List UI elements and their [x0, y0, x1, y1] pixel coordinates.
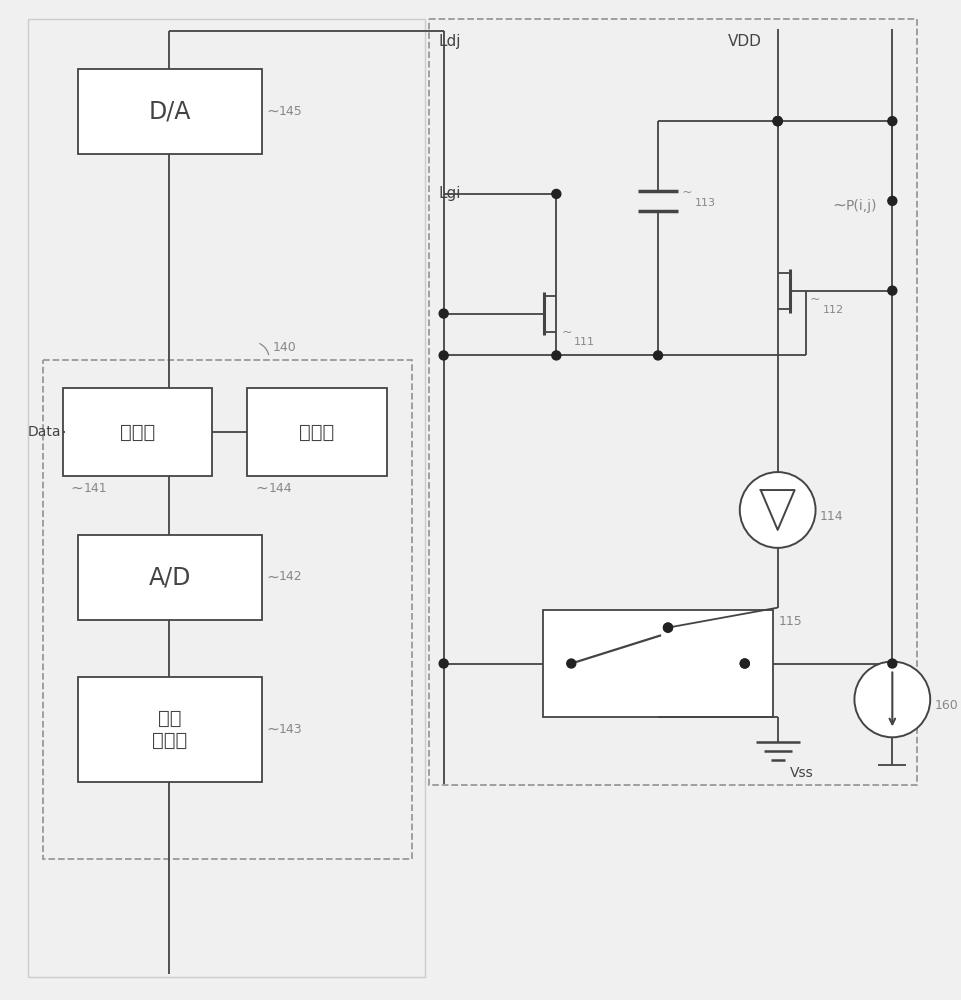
Text: ~: ~ — [71, 481, 84, 496]
Text: 存储器: 存储器 — [300, 423, 334, 442]
Bar — [78, 677, 262, 782]
Circle shape — [663, 623, 673, 632]
Circle shape — [740, 472, 816, 548]
Text: 144: 144 — [268, 482, 292, 495]
Circle shape — [653, 351, 662, 360]
Text: Vss: Vss — [790, 766, 813, 780]
Text: 113: 113 — [695, 198, 716, 208]
Circle shape — [854, 662, 930, 737]
Circle shape — [740, 659, 750, 668]
Bar — [247, 388, 387, 476]
Text: 114: 114 — [820, 510, 843, 523]
Circle shape — [774, 117, 782, 126]
Text: VDD: VDD — [727, 34, 762, 49]
Text: 115: 115 — [778, 615, 802, 628]
Text: 160: 160 — [934, 699, 958, 712]
Text: 低通
滤波器: 低通 滤波器 — [153, 709, 187, 750]
Text: ~: ~ — [682, 186, 693, 199]
Text: ~: ~ — [256, 481, 268, 496]
Bar — [62, 388, 212, 476]
Text: ~: ~ — [809, 293, 820, 306]
Text: 141: 141 — [84, 482, 108, 495]
Circle shape — [740, 659, 750, 668]
Circle shape — [439, 659, 448, 668]
Circle shape — [888, 286, 897, 295]
Text: 142: 142 — [279, 570, 303, 583]
Bar — [78, 535, 262, 620]
Circle shape — [888, 196, 897, 205]
Text: 145: 145 — [279, 105, 303, 118]
Bar — [543, 610, 773, 717]
Bar — [43, 360, 411, 859]
Circle shape — [552, 351, 561, 360]
Text: ~: ~ — [266, 722, 279, 737]
Text: P(i,j): P(i,j) — [846, 199, 877, 213]
Bar — [429, 19, 917, 785]
Text: Lgi: Lgi — [438, 186, 461, 201]
Circle shape — [774, 117, 782, 126]
Circle shape — [439, 309, 448, 318]
Text: 140: 140 — [272, 341, 296, 354]
Circle shape — [567, 659, 576, 668]
Text: 处理器: 处理器 — [120, 423, 156, 442]
Text: ~: ~ — [832, 197, 847, 215]
Circle shape — [888, 659, 897, 668]
Circle shape — [774, 117, 782, 126]
Circle shape — [552, 189, 561, 198]
Text: A/D: A/D — [149, 565, 191, 589]
Text: 112: 112 — [823, 305, 844, 315]
Text: 143: 143 — [279, 723, 303, 736]
Text: ~: ~ — [266, 104, 279, 119]
Circle shape — [663, 623, 673, 632]
Bar — [78, 69, 262, 154]
Text: ~: ~ — [561, 325, 572, 338]
Circle shape — [439, 351, 448, 360]
Text: ~: ~ — [266, 569, 279, 584]
Text: 111: 111 — [575, 337, 595, 347]
Bar — [28, 19, 425, 977]
Text: D/A: D/A — [149, 100, 191, 124]
Text: Data: Data — [28, 425, 62, 439]
Text: Ldj: Ldj — [438, 34, 461, 49]
Circle shape — [888, 117, 897, 126]
